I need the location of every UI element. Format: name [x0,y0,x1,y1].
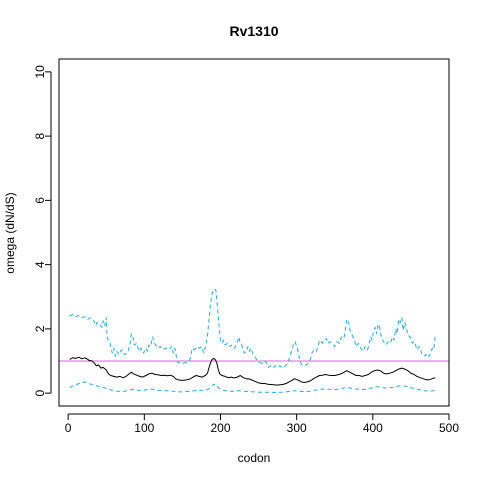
series-line-lower [69,381,436,393]
x-tick-label: 100 [134,421,154,435]
y-tick-label: 6 [33,197,47,204]
chart-title: Rv1310 [229,23,278,39]
plot-frame [58,58,450,407]
y-tick-label: 2 [33,325,47,332]
x-axis-label: codon [238,451,271,465]
y-tick-label: 4 [33,261,47,268]
series-line-mean [69,356,436,386]
y-tick-label: 0 [33,389,47,396]
y-tick-label: 8 [33,132,47,139]
x-tick-label: 500 [439,421,459,435]
y-axis-label: omega (dN/dS) [3,192,17,273]
x-tick-label: 200 [210,421,230,435]
x-tick-label: 300 [287,421,307,435]
series-layer [69,288,436,393]
axes-layer: 0 100 200 300 400 500 0 2 4 6 8 10 [33,65,459,435]
x-tick-label: 400 [363,421,383,435]
y-tick-label: 10 [33,65,47,79]
x-tick-label: 0 [65,421,72,435]
series-line-upper [69,288,436,369]
